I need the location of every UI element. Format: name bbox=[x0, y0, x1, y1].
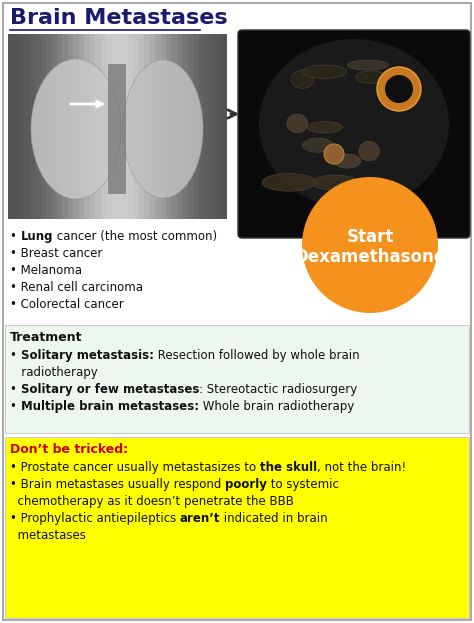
Circle shape bbox=[385, 75, 413, 103]
Text: cancer (the most common): cancer (the most common) bbox=[53, 230, 217, 243]
Bar bbox=[8, 34, 226, 219]
Text: • Breast cancer: • Breast cancer bbox=[10, 247, 102, 260]
Bar bbox=[220, 34, 227, 219]
Text: poorly: poorly bbox=[225, 478, 267, 491]
Text: indicated in brain: indicated in brain bbox=[220, 512, 328, 525]
Text: •: • bbox=[10, 230, 21, 243]
Text: • Melanoma: • Melanoma bbox=[10, 264, 82, 277]
Text: Lung: Lung bbox=[21, 230, 53, 243]
FancyBboxPatch shape bbox=[3, 3, 471, 620]
Ellipse shape bbox=[347, 60, 389, 70]
Text: • Renal cell carcinoma: • Renal cell carcinoma bbox=[10, 281, 143, 294]
Bar bbox=[193, 34, 200, 219]
Ellipse shape bbox=[359, 141, 380, 161]
Text: Treatment: Treatment bbox=[10, 331, 82, 344]
Bar bbox=[150, 34, 156, 219]
Bar bbox=[172, 34, 178, 219]
Ellipse shape bbox=[31, 59, 121, 199]
Bar bbox=[63, 34, 69, 219]
Bar bbox=[79, 34, 85, 219]
Ellipse shape bbox=[356, 71, 386, 83]
Bar bbox=[100, 34, 107, 219]
Bar bbox=[166, 34, 173, 219]
Text: • Prostate cancer usually metastasizes to: • Prostate cancer usually metastasizes t… bbox=[10, 461, 260, 474]
Bar bbox=[68, 34, 74, 219]
Text: Start: Start bbox=[346, 228, 394, 246]
Text: : Stereotactic radiosurgery: : Stereotactic radiosurgery bbox=[199, 383, 357, 396]
Ellipse shape bbox=[287, 114, 308, 133]
Text: • Colorectal cancer: • Colorectal cancer bbox=[10, 298, 124, 311]
Bar bbox=[90, 34, 96, 219]
Bar bbox=[177, 34, 183, 219]
Bar bbox=[46, 34, 53, 219]
Ellipse shape bbox=[262, 173, 316, 191]
Bar bbox=[204, 34, 210, 219]
Text: • Brain metastases usually respond: • Brain metastases usually respond bbox=[10, 478, 225, 491]
Text: •: • bbox=[10, 349, 21, 362]
Ellipse shape bbox=[307, 121, 342, 133]
Bar bbox=[111, 34, 118, 219]
Ellipse shape bbox=[292, 70, 313, 88]
Bar bbox=[106, 34, 112, 219]
Text: Dexamethasone: Dexamethasone bbox=[294, 248, 446, 266]
Bar bbox=[8, 34, 14, 219]
Text: •: • bbox=[10, 383, 21, 396]
FancyBboxPatch shape bbox=[5, 325, 469, 433]
Bar bbox=[199, 34, 205, 219]
Text: the skull: the skull bbox=[260, 461, 317, 474]
Bar bbox=[30, 34, 36, 219]
Text: , not the brain!: , not the brain! bbox=[317, 461, 406, 474]
Bar bbox=[84, 34, 91, 219]
Text: Multiple brain metastases:: Multiple brain metastases: bbox=[21, 400, 199, 413]
Bar bbox=[108, 64, 126, 194]
Ellipse shape bbox=[391, 82, 417, 92]
Bar bbox=[188, 34, 194, 219]
Ellipse shape bbox=[123, 60, 203, 198]
Bar bbox=[139, 34, 145, 219]
Text: • Prophylactic antiepileptics: • Prophylactic antiepileptics bbox=[10, 512, 180, 525]
Text: Don’t be tricked:: Don’t be tricked: bbox=[10, 443, 128, 456]
Text: •: • bbox=[10, 400, 21, 413]
Bar bbox=[35, 34, 42, 219]
Bar bbox=[128, 34, 134, 219]
Bar bbox=[73, 34, 80, 219]
Ellipse shape bbox=[303, 65, 346, 78]
Ellipse shape bbox=[334, 154, 361, 168]
Bar bbox=[24, 34, 31, 219]
Bar bbox=[133, 34, 140, 219]
Bar bbox=[19, 34, 25, 219]
Bar bbox=[144, 34, 151, 219]
Bar bbox=[57, 34, 64, 219]
Circle shape bbox=[377, 67, 421, 111]
Bar bbox=[117, 34, 123, 219]
FancyBboxPatch shape bbox=[238, 30, 470, 238]
Bar bbox=[13, 34, 20, 219]
Text: Whole brain radiotherapy: Whole brain radiotherapy bbox=[199, 400, 354, 413]
Text: Solitary metastasis:: Solitary metastasis: bbox=[21, 349, 154, 362]
Ellipse shape bbox=[312, 175, 358, 190]
Text: Solitary or few metastases: Solitary or few metastases bbox=[21, 383, 199, 396]
Text: Brain Metastases: Brain Metastases bbox=[10, 8, 228, 28]
Text: aren’t: aren’t bbox=[180, 512, 220, 525]
Circle shape bbox=[302, 177, 438, 313]
Bar bbox=[41, 34, 47, 219]
FancyBboxPatch shape bbox=[5, 437, 469, 618]
Text: Resection followed by whole brain: Resection followed by whole brain bbox=[154, 349, 359, 362]
Bar bbox=[215, 34, 221, 219]
Text: radiotherapy: radiotherapy bbox=[10, 366, 98, 379]
Text: to systemic: to systemic bbox=[267, 478, 339, 491]
Bar bbox=[161, 34, 167, 219]
Text: metastases: metastases bbox=[10, 529, 86, 542]
Bar bbox=[95, 34, 101, 219]
Bar bbox=[122, 34, 129, 219]
Bar bbox=[182, 34, 189, 219]
Ellipse shape bbox=[302, 138, 333, 152]
Bar bbox=[52, 34, 58, 219]
Ellipse shape bbox=[259, 39, 449, 209]
Circle shape bbox=[324, 144, 344, 164]
Text: chemotherapy as it doesn’t penetrate the BBB: chemotherapy as it doesn’t penetrate the… bbox=[10, 495, 294, 508]
Bar bbox=[155, 34, 162, 219]
Bar bbox=[210, 34, 216, 219]
